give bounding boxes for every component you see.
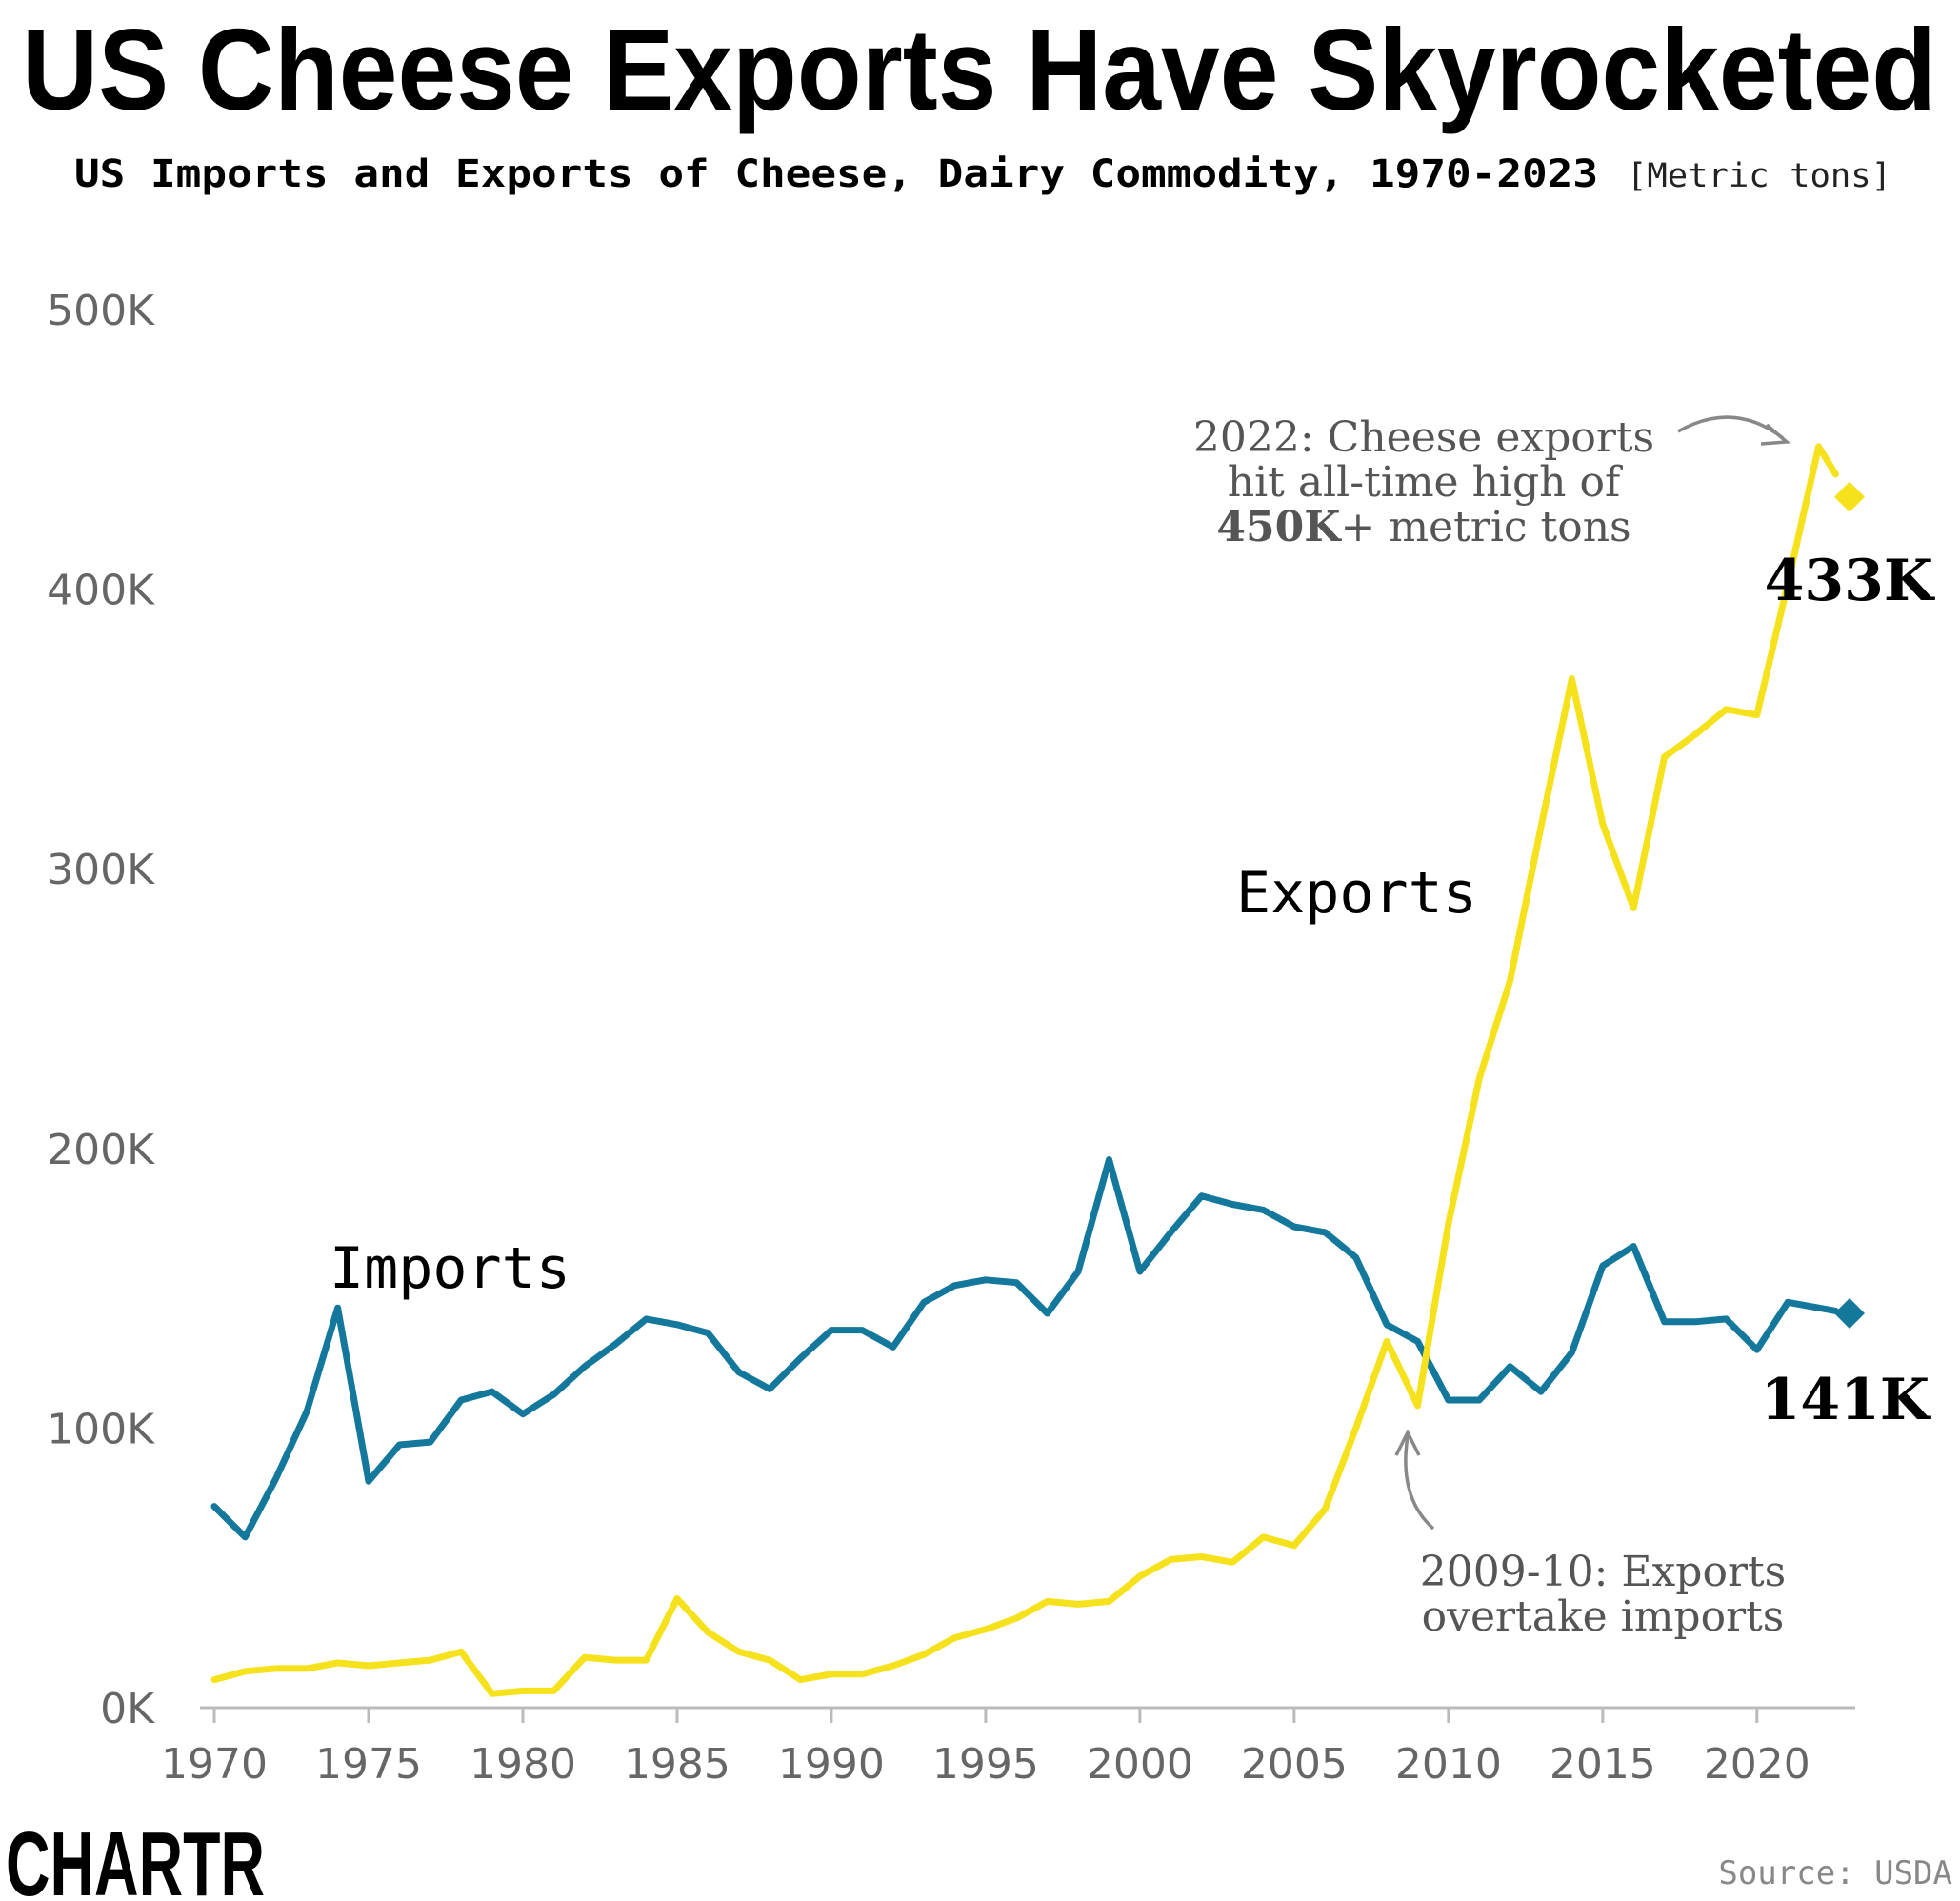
exports-end-label: 433K <box>1765 548 1935 614</box>
end-marker-imports <box>1834 1298 1865 1330</box>
peak-arrowhead <box>1760 423 1791 446</box>
x-tick-label: 2010 <box>1395 1740 1502 1789</box>
chartr-logo: CHARTR <box>6 1813 265 1901</box>
y-tick-label: 0K <box>100 1685 155 1733</box>
crossover-annotation: 2009-10: Exports overtake imports <box>1394 1429 1787 1641</box>
peak-annotation-line2: hit all-time high of <box>1228 458 1623 507</box>
peak-annotation-bold: 450K <box>1216 503 1342 551</box>
crossover-arrowhead <box>1394 1429 1421 1456</box>
chart-subtitle: US Imports and Exports of Cheese, Dairy … <box>74 152 1598 196</box>
end-marker-exports <box>1834 481 1865 512</box>
crossover-arrow <box>1404 1435 1435 1531</box>
peak-annotation-rest: + metric tons <box>1340 503 1630 551</box>
imports-end-label: 141K <box>1761 1367 1931 1433</box>
series-line-exports <box>210 443 1839 1697</box>
x-tick-label: 2020 <box>1704 1740 1810 1789</box>
x-tick-label: 1995 <box>932 1740 1039 1789</box>
y-tick-label: 300K <box>47 846 155 894</box>
axes: 1970 1975 1980 1985 1990 1995 2000 2005 2010 2015… <box>47 287 1855 1789</box>
series-label-exports: Exports <box>1236 860 1477 927</box>
y-tick-label: 400K <box>47 567 155 615</box>
unit-label: [Metric tons] <box>1627 157 1891 195</box>
peak-arrow <box>1677 415 1785 440</box>
y-tick-label: 100K <box>47 1405 155 1453</box>
x-tick-label: 1990 <box>778 1740 885 1789</box>
y-tick-label: 500K <box>47 287 155 335</box>
y-tick-label: 200K <box>47 1126 155 1174</box>
series-layer <box>210 443 1865 1697</box>
source-note: Source: USDA <box>1718 1854 1952 1892</box>
x-tick-label: 2000 <box>1087 1740 1193 1789</box>
crossover-annotation-line1: 2009-10: Exports <box>1420 1548 1787 1596</box>
x-tick-label: 2015 <box>1550 1740 1656 1789</box>
x-tick-label: 1980 <box>470 1740 576 1789</box>
series-line-imports <box>210 1156 1839 1541</box>
x-tick-label: 2005 <box>1241 1740 1348 1789</box>
chart-title: US Cheese Exports Have Skyrocketed <box>22 5 1936 134</box>
x-tick-label: 1970 <box>161 1740 268 1789</box>
peak-annotation: 2022: Cheese exports hit all-time high o… <box>1193 413 1791 551</box>
peak-annotation-line1: 2022: Cheese exports <box>1193 413 1654 462</box>
series-label-imports: Imports <box>330 1235 570 1302</box>
x-tick-label: 1975 <box>315 1740 422 1789</box>
x-tick-label: 1985 <box>624 1740 730 1789</box>
crossover-annotation-line2: overtake imports <box>1422 1592 1785 1641</box>
peak-annotation-line3: 450K+ metric tons <box>1216 503 1630 551</box>
